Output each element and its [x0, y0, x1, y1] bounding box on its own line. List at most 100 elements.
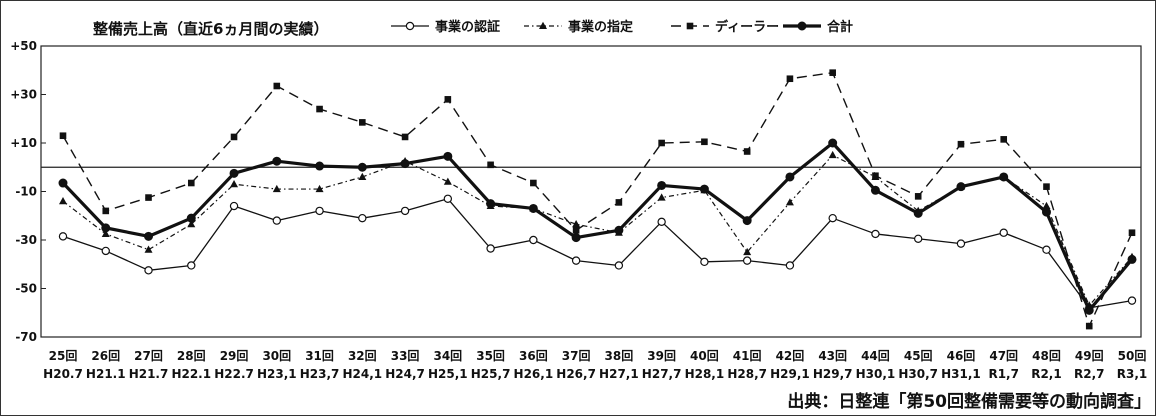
data-point — [230, 180, 239, 188]
x-tick-round: 43回 — [818, 349, 847, 363]
x-tick-round: 31回 — [305, 349, 334, 363]
data-point — [572, 220, 581, 228]
x-tick-date: H20.7 — [43, 367, 83, 381]
series-2 — [59, 150, 1136, 309]
data-point — [58, 232, 68, 241]
data-point — [187, 179, 195, 187]
data-point — [144, 245, 153, 253]
series-line — [62, 71, 1133, 327]
x-tick-round: 36回 — [519, 349, 548, 363]
x-tick-round: 46回 — [947, 349, 976, 363]
x-tick-date: R2,7 — [1074, 367, 1105, 381]
x-tick-date: H28,1 — [685, 367, 725, 381]
x-tick-round: 40回 — [690, 349, 719, 363]
data-point — [1085, 322, 1093, 330]
data-point — [315, 161, 325, 171]
data-point — [443, 177, 452, 185]
series-1 — [58, 194, 1137, 313]
data-point — [785, 172, 795, 182]
y-tick-label: +10 — [10, 136, 37, 150]
x-tick-round: 32回 — [348, 349, 377, 363]
data-point — [59, 197, 67, 205]
data-point — [315, 184, 324, 193]
x-tick-round: 48回 — [1032, 349, 1061, 363]
x-tick-date: H27,7 — [642, 367, 682, 381]
chart-title: 整備売上高（直近6ヵ月間の実績） — [93, 20, 328, 38]
data-point — [657, 193, 666, 201]
data-point — [828, 138, 838, 148]
data-point — [444, 96, 452, 103]
legend-marker — [539, 21, 547, 29]
data-point — [272, 184, 281, 193]
data-point — [914, 234, 923, 243]
data-point — [487, 161, 494, 169]
y-tick-label: +50 — [10, 39, 37, 53]
data-point — [957, 140, 965, 148]
data-point — [229, 168, 239, 178]
x-tick-round: 38回 — [605, 349, 634, 363]
data-point — [1128, 229, 1136, 237]
data-point — [529, 235, 538, 245]
x-tick-round: 25回 — [49, 349, 78, 363]
data-point — [615, 199, 623, 206]
legend-label: ディーラー — [715, 19, 779, 35]
x-tick-date: H31,1 — [941, 367, 981, 381]
series-3 — [59, 69, 1136, 330]
x-tick-date: H29,1 — [770, 367, 810, 381]
data-point — [742, 256, 752, 265]
data-point — [699, 184, 709, 194]
data-point — [144, 231, 154, 241]
x-tick-date: R2,1 — [1031, 367, 1062, 381]
data-point — [1043, 183, 1050, 190]
data-point — [229, 201, 239, 211]
x-tick-round: 27回 — [134, 349, 163, 363]
y-tick-label: -70 — [15, 330, 37, 344]
x-tick-round: 28回 — [177, 349, 206, 363]
data-point — [572, 227, 580, 234]
y-tick-label: -50 — [15, 282, 37, 296]
data-point — [1000, 136, 1008, 143]
x-tick-date: R1,7 — [988, 367, 1019, 381]
data-point — [742, 216, 752, 226]
data-point — [1042, 201, 1051, 210]
x-tick-round: 41回 — [733, 349, 762, 363]
data-point — [316, 105, 323, 113]
data-point — [956, 182, 966, 192]
data-point — [829, 69, 836, 76]
data-point — [701, 138, 708, 146]
data-point — [1127, 296, 1137, 305]
x-tick-date: H30,1 — [856, 367, 896, 381]
source-note: 出典：日整連「第50回整備需要等の動向調査」 — [787, 391, 1151, 412]
series-4 — [58, 138, 1137, 315]
data-point — [58, 178, 68, 188]
x-tick-round: 33回 — [391, 349, 420, 363]
data-point — [614, 261, 624, 270]
data-point — [914, 193, 922, 200]
series-line — [62, 198, 1133, 309]
data-point — [657, 217, 666, 227]
data-point — [144, 266, 153, 275]
x-axis: 25回 H20.7 26回 H21.1 27回 H21.7 28回 H22.1 29回 H22.7… — [43, 349, 1147, 381]
data-point — [528, 203, 538, 213]
data-point — [101, 246, 110, 256]
data-point — [871, 229, 880, 239]
data-point — [272, 156, 282, 166]
data-point — [786, 75, 794, 83]
data-point — [1042, 245, 1051, 254]
data-point — [400, 206, 410, 216]
x-tick-round: 39回 — [647, 349, 676, 363]
x-tick-date: H25,7 — [471, 367, 511, 381]
data-point — [358, 172, 367, 180]
x-tick-round: 42回 — [776, 349, 805, 363]
x-tick-round: 34回 — [433, 349, 462, 363]
data-point — [571, 256, 581, 265]
data-point — [785, 198, 794, 206]
x-tick-date: H22.1 — [171, 367, 211, 381]
data-point — [359, 119, 366, 126]
data-point — [272, 216, 281, 225]
data-point — [400, 159, 410, 169]
data-point — [102, 207, 110, 215]
data-point — [658, 139, 665, 147]
x-tick-round: 30回 — [262, 349, 291, 363]
